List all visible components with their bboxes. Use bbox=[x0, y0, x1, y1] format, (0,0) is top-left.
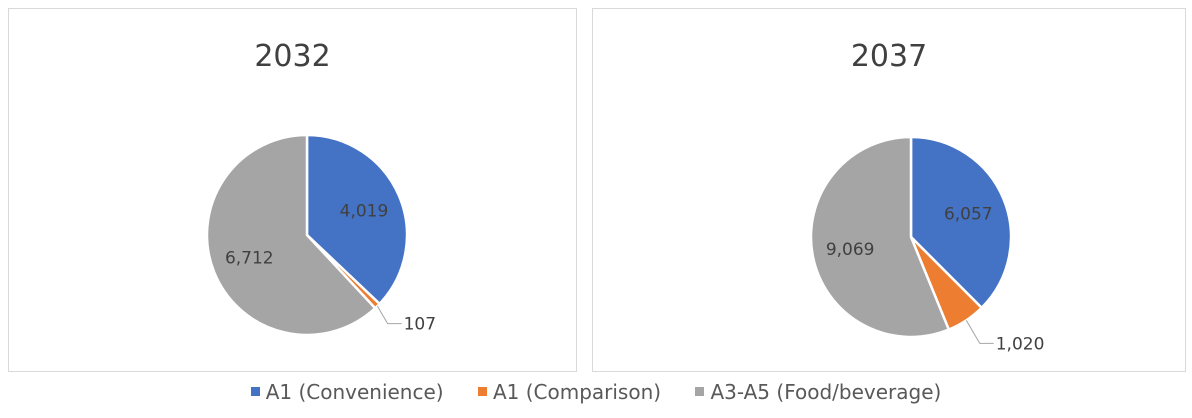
pie-slice-convenience bbox=[909, 135, 1013, 310]
leader-line-comparison bbox=[965, 320, 994, 344]
data-label-convenience: 6,057 bbox=[944, 204, 993, 224]
data-label-convenience: 4,019 bbox=[340, 202, 389, 222]
pie-chart-2032: 2032 4,019 107 6,712 bbox=[8, 8, 577, 372]
legend-item-food-beverage: A3-A5 (Food/beverage) bbox=[695, 380, 941, 404]
pie-slice-convenience bbox=[305, 133, 409, 306]
legend-label: A1 (Convenience) bbox=[265, 380, 444, 404]
chart-title: 2037 bbox=[850, 39, 928, 74]
pie-slice-food-beverage bbox=[809, 135, 951, 339]
pie-chart-2037: 2037 6,057 1,020 9,069 bbox=[592, 8, 1186, 372]
data-label-comparison: 1,020 bbox=[996, 334, 1045, 354]
legend-label: A3-A5 (Food/beverage) bbox=[710, 380, 942, 404]
legend-swatch-comparison bbox=[477, 387, 487, 396]
legend: A1 (Convenience) A1 (Comparison) A3-A5 (… bbox=[0, 380, 1192, 404]
legend-item-comparison: A1 (Comparison) bbox=[477, 380, 662, 404]
pie-2037-svg: 6,057 1,020 9,069 bbox=[809, 135, 1045, 354]
leader-line-comparison bbox=[376, 305, 402, 325]
data-label-food-beverage: 9,069 bbox=[826, 240, 875, 260]
legend-swatch-food-beverage bbox=[695, 387, 705, 396]
pie-slice-food-beverage bbox=[205, 133, 377, 337]
data-label-food-beverage: 6,712 bbox=[225, 249, 274, 269]
pie-2032-svg: 4,019 107 6,712 bbox=[205, 133, 436, 337]
data-label-comparison: 107 bbox=[404, 315, 436, 335]
chart-title: 2032 bbox=[254, 39, 331, 74]
legend-item-convenience: A1 (Convenience) bbox=[250, 380, 444, 404]
legend-swatch-convenience bbox=[250, 387, 260, 396]
legend-label: A1 (Comparison) bbox=[492, 380, 662, 404]
